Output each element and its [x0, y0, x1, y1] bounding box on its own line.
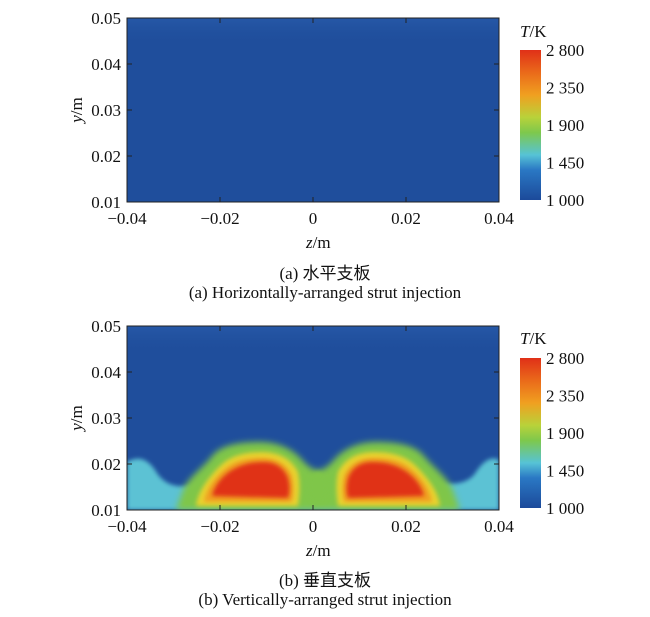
- x-axis-label-a: z/m: [305, 233, 331, 252]
- colorbar-tick-label: 2 350: [546, 79, 584, 98]
- axes-b: −0.04 −0.02 0 0.02 0.04 0.05 0.04 0.03 0.02 0.01: [91, 317, 514, 536]
- y-tick-label: 0.01: [91, 501, 121, 520]
- heatmap-a: [127, 18, 499, 202]
- colorbar-tick-label: 1 900: [546, 116, 584, 135]
- caption-en-a: (a) Horizontally-arranged strut injectio…: [188, 283, 462, 302]
- y-tick-label: 0.05: [91, 317, 121, 336]
- y-tick-label: 0.02: [91, 147, 121, 166]
- x-tick-label: −0.04: [107, 209, 147, 228]
- y-axis-label-a: y/m: [67, 97, 86, 125]
- x-tick-label: −0.02: [200, 517, 239, 536]
- colorbar-tick-label: 2 800: [546, 349, 584, 368]
- x-tick-label: 0.02: [391, 517, 421, 536]
- y-tick-label: 0.04: [91, 363, 121, 382]
- colorbar-tick-label: 1 450: [546, 154, 584, 173]
- y-tick-label: 0.03: [91, 101, 121, 120]
- caption-cn-b: (b) 垂直支板: [278, 571, 372, 590]
- colorbar-b: T/K 2 800 2 350 1 900 1 450 1 000: [520, 329, 584, 518]
- colorbar-tick-label: 1 000: [546, 499, 584, 518]
- y-tick-label: 0.05: [91, 9, 121, 28]
- colorbar-gradient-b: [520, 358, 541, 508]
- panel-a: −0.04 −0.02 0 0.02 0.040.050.040.030.020.01 …: [91, 9, 584, 228]
- y-tick-label: 0.03: [91, 409, 121, 428]
- x-axis-label-b: z/m: [305, 541, 331, 560]
- caption-en-b: (b) Vertically-arranged strut injection: [198, 590, 452, 609]
- colorbar-a: T/K 2 800 2 350 1 900 1 450 1 000: [520, 22, 584, 210]
- x-tick-label: −0.02: [200, 209, 239, 228]
- heatmap-b: [127, 326, 499, 510]
- y-tick-label: 0.01: [91, 193, 121, 212]
- panel-b: −0.04 −0.02 0 0.02 0.040.050.040.030.020.01 …: [91, 317, 584, 536]
- hot-core-left: [212, 462, 290, 498]
- axes-a: −0.04 −0.02 0 0.02 0.04 0.05 0.04 0.03 0.02 0.01: [91, 9, 514, 228]
- colorbar-tick-label: 1 900: [546, 424, 584, 443]
- colorbar-tick-label: 2 350: [546, 387, 584, 406]
- y-axis-label-b: y/m: [67, 405, 86, 433]
- x-tick-label: 0.02: [391, 209, 421, 228]
- colorbar-title-b: T/K: [520, 329, 547, 348]
- hot-core-right: [346, 462, 424, 498]
- x-tick-label: 0.04: [484, 209, 514, 228]
- colorbar-tick-label: 2 800: [546, 41, 584, 60]
- colorbar-gradient-a: [520, 50, 541, 200]
- x-tick-label: −0.04: [107, 517, 147, 536]
- y-tick-label: 0.02: [91, 455, 121, 474]
- center-gap: [308, 472, 328, 504]
- colorbar-tick-label: 1 000: [546, 191, 584, 210]
- colorbar-title-a: T/K: [520, 22, 547, 41]
- x-tick-label: 0.04: [484, 517, 514, 536]
- colorbar-tick-label: 1 450: [546, 462, 584, 481]
- caption-cn-a: (a) 水平支板: [279, 264, 371, 283]
- y-tick-label: 0.04: [91, 55, 121, 74]
- field-background-a: [127, 18, 499, 202]
- x-tick-label: 0: [309, 209, 318, 228]
- x-tick-label: 0: [309, 517, 318, 536]
